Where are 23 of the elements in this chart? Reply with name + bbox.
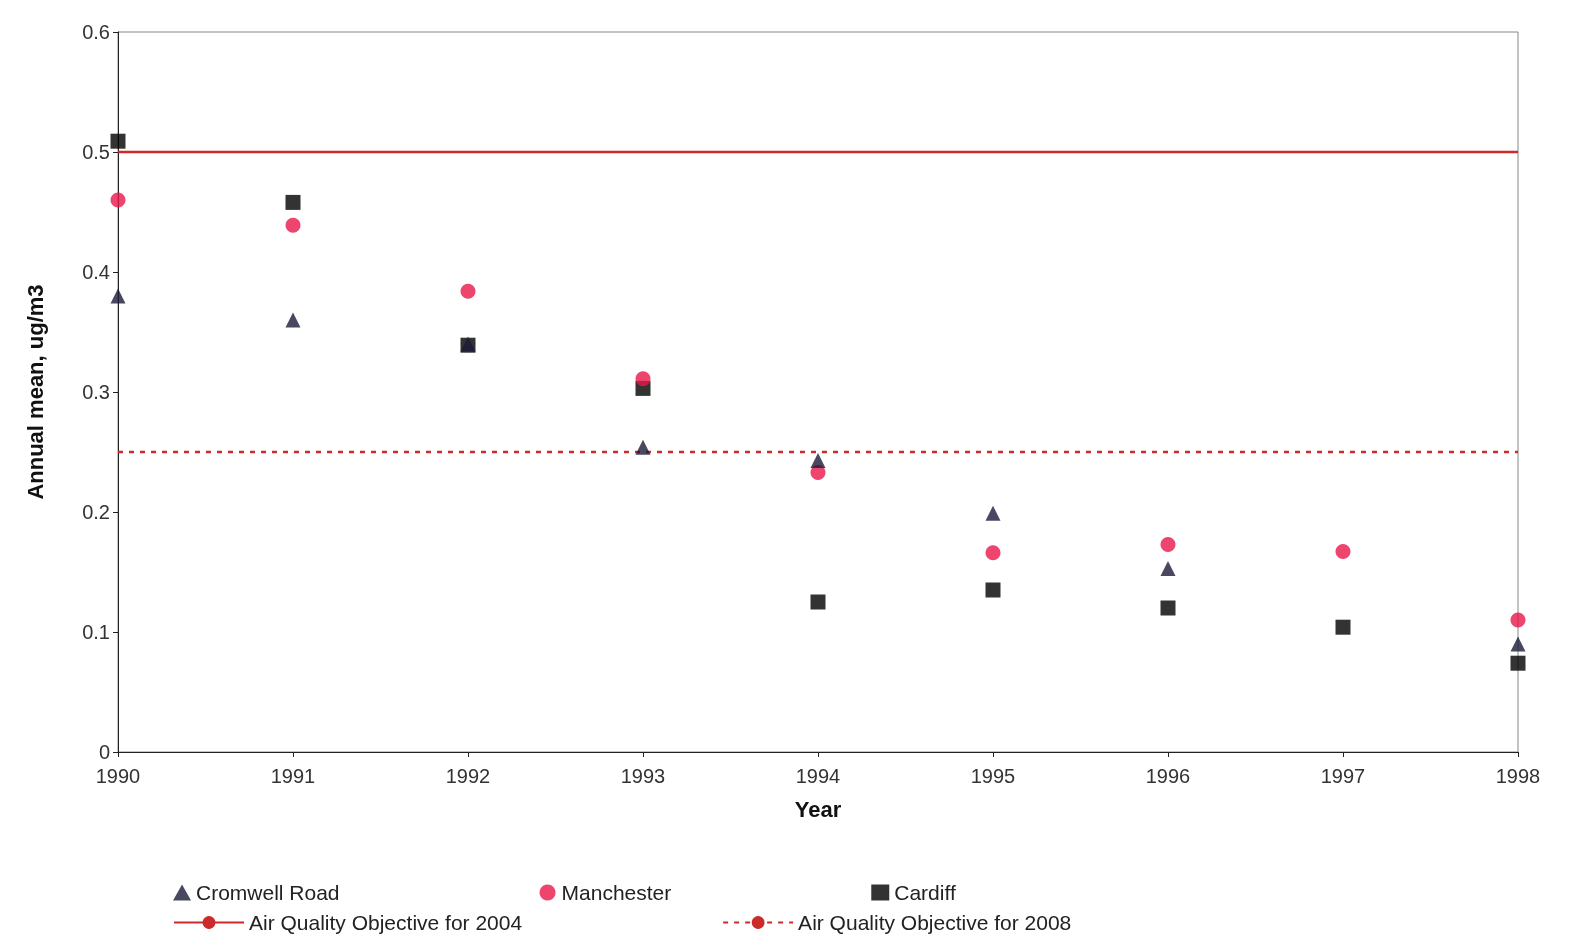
x-tick-label: 1991 [270, 765, 316, 787]
x-tick-label: 1990 [95, 765, 141, 787]
y-tick-label: 0.5 [82, 141, 110, 163]
y-axis-title: Annual mean, ug/m3 [22, 284, 48, 500]
x-tick-label: 1996 [1145, 765, 1191, 787]
y-tick-label: 0.4 [82, 261, 110, 283]
y-tick-label: 0.6 [82, 21, 110, 43]
x-tick-label: 1998 [1495, 765, 1541, 787]
legend-label: Cromwell Road [196, 881, 340, 904]
y-tick-label: 0.3 [82, 381, 110, 403]
x-tick-label: 1992 [445, 765, 491, 787]
x-tick-label: 1993 [620, 765, 666, 787]
x-tick-label: 1994 [795, 765, 841, 787]
legend-label: Air Quality Objective for 2004 [249, 911, 523, 934]
x-axis-title: Year [794, 796, 842, 822]
y-tick-label: 0.2 [82, 501, 110, 523]
y-tick-label: 0.1 [82, 621, 110, 643]
x-tick-label: 1995 [970, 765, 1016, 787]
legend-label: Cardiff [894, 881, 956, 904]
y-tick-label: 0 [98, 741, 110, 763]
legend-label: Air Quality Objective for 2008 [798, 911, 1072, 934]
legend-label: Manchester [561, 881, 672, 904]
x-tick-label: 1997 [1320, 765, 1366, 787]
